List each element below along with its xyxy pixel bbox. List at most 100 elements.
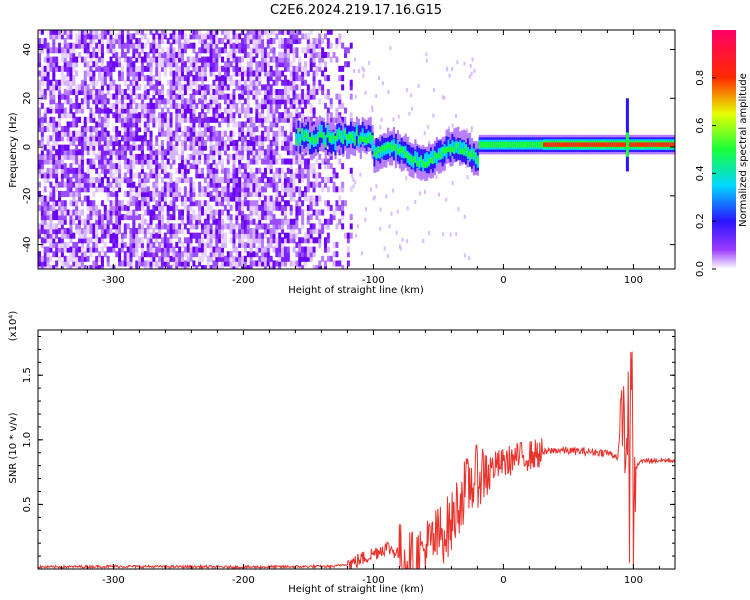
spectrogram-band-cell: [447, 145, 450, 152]
spectrogram-cell: [255, 93, 259, 100]
spectrogram-band-cell: [494, 141, 497, 148]
spectrogram-cell: [178, 246, 182, 253]
spectrogram-cell: [92, 209, 96, 216]
spectrogram-cell: [49, 149, 53, 156]
spectrogram-cell: [186, 135, 190, 142]
spectrogram-cell: [138, 228, 142, 235]
spectrogram-cell: [286, 144, 290, 151]
spectrogram-cell: [140, 70, 144, 77]
spectrogram-cell: [181, 228, 184, 235]
spectrogram-cell: [169, 126, 173, 133]
spectrogram-cell: [286, 181, 290, 188]
spectrogram-cell: [252, 30, 256, 35]
spectrogram-cell: [106, 255, 110, 262]
spectrogram-cell: [66, 84, 70, 91]
spectrogram-cell: [63, 228, 67, 235]
spectrogram-cell: [298, 237, 302, 244]
spectrogram-cell: [55, 241, 59, 248]
spectrogram-band-cell: [396, 139, 399, 153]
spectrogram-cell: [318, 65, 322, 72]
spectrogram-cell: [283, 218, 287, 225]
spectrogram-cell: [129, 98, 133, 105]
spectrogram-cell: [315, 214, 319, 221]
spectrogram-cell: [169, 237, 173, 244]
spectrogram-cell: [261, 158, 265, 165]
spectrogram-cell: [38, 30, 41, 35]
spectrogram-cell: [120, 204, 124, 211]
spectrogram-cell: [49, 195, 53, 202]
spectrogram-cell: [46, 204, 50, 211]
spectrogram-cell: [181, 107, 184, 114]
spectrogram-cell: [149, 265, 153, 269]
spectrogram-cell: [303, 65, 307, 72]
spectrogram-cell: [309, 204, 313, 211]
spectrogram-cell: [175, 135, 179, 142]
spectrogram-cell: [103, 144, 107, 151]
spectrogram-band-cell: [412, 158, 415, 165]
spectrogram-cell: [229, 265, 233, 269]
spectrogram-cell: [175, 70, 179, 77]
spectrogram-band-cell: [656, 142, 659, 147]
spectrogram-cell: [243, 79, 247, 86]
spectrogram-cell: [221, 112, 225, 119]
spectrogram-cell: [261, 56, 265, 63]
spectrogram-band-cell: [663, 142, 667, 147]
spectrogram-cell: [203, 265, 207, 269]
spectrogram-cell: [186, 79, 190, 86]
spectrogram-cell: [75, 84, 79, 91]
spectrogram-cell: [215, 149, 219, 156]
spectrogram-band-cell: [318, 131, 321, 138]
spectrogram-cell: [158, 200, 162, 207]
spectrogram-cell: [43, 177, 47, 184]
spectrogram-cell: [206, 135, 210, 142]
spectrogram-cell: [263, 98, 267, 105]
spectrogram-cell: [55, 107, 59, 114]
spectrogram-cell: [92, 112, 96, 119]
spectrogram-cell: [80, 135, 84, 142]
spectrogram-cell: [246, 126, 250, 133]
spectrogram-cell: [198, 204, 202, 211]
spectrogram-cell: [181, 84, 184, 91]
spectrogram-cell: [146, 107, 150, 114]
spectrogram-cell: [298, 251, 302, 258]
spectrogram-cell: [155, 223, 159, 230]
spectrogram-cell: [129, 135, 133, 142]
spectrogram-cell: [289, 70, 293, 77]
spectrogram-cell: [289, 181, 293, 188]
spectrogram-cell: [186, 190, 190, 197]
spectrogram-cell: [149, 255, 153, 262]
spectrogram-cell: [303, 61, 307, 68]
spectrogram-cell: [129, 61, 133, 68]
spectrogram-cell: [100, 30, 104, 35]
spectrogram-cell: [272, 121, 276, 128]
spectrogram-cell: [283, 177, 287, 184]
spectrogram-band-cell: [665, 142, 669, 147]
spectrogram-cell: [40, 79, 44, 86]
spectrogram-cell: [261, 112, 265, 119]
spectrogram-cell: [89, 163, 93, 170]
spectrogram-cell: [135, 121, 139, 128]
spectrogram-cell: [203, 75, 207, 82]
spectrogram-cell: [40, 30, 44, 35]
spectrogram-cell: [238, 163, 242, 170]
spectrogram-cell: [120, 93, 124, 100]
spectrogram-cell: [95, 255, 99, 262]
spectrogram-cell: [218, 102, 222, 109]
spectrogram-cell: [261, 42, 265, 49]
spectrogram-cell: [261, 172, 265, 179]
spectrogram-cell: [470, 128, 473, 133]
spectrogram-cell: [266, 130, 270, 137]
spectrogram-cell: [303, 102, 307, 109]
spectrogram-cell: [72, 246, 76, 253]
spectrogram-cell: [89, 112, 93, 119]
spectrogram-cell: [255, 135, 259, 142]
spectrogram-cell: [115, 107, 119, 114]
spectrogram-band-cell: [431, 150, 435, 163]
spectrogram-cell: [63, 107, 67, 114]
spectrogram-cell: [318, 232, 322, 239]
spectrogram-cell: [92, 98, 96, 105]
spectrogram-cell: [86, 181, 90, 188]
spectrogram-cell: [218, 93, 222, 100]
spectrogram-cell: [178, 56, 182, 63]
spectrogram-cell: [243, 190, 247, 197]
